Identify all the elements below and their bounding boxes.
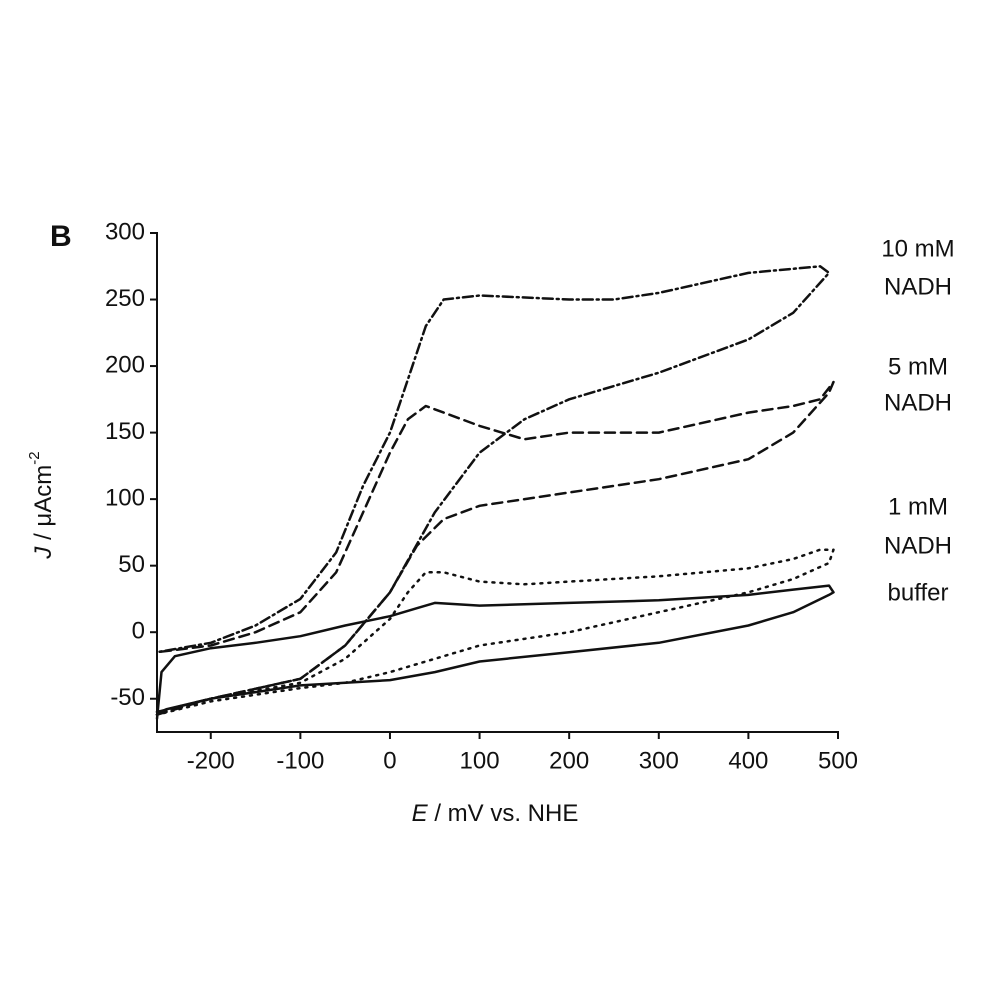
panel-label: B [50, 220, 72, 253]
y-axis-title-sup: -2 [26, 451, 43, 464]
x-tick-label: -200 [187, 747, 235, 774]
y-tick-label: -50 [110, 684, 145, 711]
y-tick-label: 100 [105, 484, 145, 511]
cv-curve [155, 584, 835, 720]
series-label: NADH [884, 389, 952, 416]
cv-curve [155, 548, 835, 716]
y-tick-label: 0 [132, 618, 145, 645]
series-label: NADH [884, 273, 952, 300]
cv-curve [155, 380, 835, 716]
x-axis-title: E / mV vs. NHE [412, 800, 579, 827]
series-label: 10 mM [881, 235, 954, 262]
y-tick-label: 200 [105, 351, 145, 378]
x-tick-label: 200 [549, 747, 589, 774]
cv-curve [155, 265, 831, 714]
x-axis-title-var: E [412, 800, 429, 827]
x-tick-label: 400 [728, 747, 768, 774]
y-tick-label: 50 [118, 551, 145, 578]
y-axis-title: J / μAcm-2 [26, 451, 57, 559]
x-tick-label: 100 [460, 747, 500, 774]
series-label: buffer [888, 579, 949, 606]
y-tick-label: 300 [105, 218, 145, 245]
x-tick-label: 300 [639, 747, 679, 774]
y-axis-title-var: J [30, 546, 57, 560]
x-tick-label: 0 [383, 747, 396, 774]
x-axis-title-text: / mV vs. NHE [428, 800, 579, 827]
y-axis-title-text: / μAcm [30, 465, 57, 547]
x-tick-label: -100 [276, 747, 324, 774]
series-label: NADH [884, 532, 952, 559]
series-label: 5 mM [888, 353, 948, 380]
x-tick-label: 500 [818, 747, 858, 774]
series-label: 1 mM [888, 493, 948, 520]
y-tick-label: 250 [105, 285, 145, 312]
y-tick-label: 150 [105, 418, 145, 445]
